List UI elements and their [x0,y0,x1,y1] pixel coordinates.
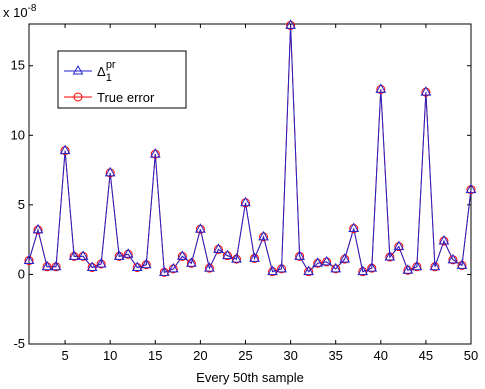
delta-point [104,166,116,177]
delta-point [312,257,324,267]
series-markers [23,19,477,277]
y-tick-label: 10 [11,127,25,142]
legend-box [57,50,187,109]
delta-point [429,260,441,271]
delta-point [222,249,233,260]
delta-point [149,148,161,158]
delta-point [231,253,242,263]
delta-point [384,251,396,261]
delta-point [41,260,53,271]
delta-point [285,19,296,29]
delta-point [23,254,35,265]
delta-point [140,258,152,269]
delta-point [113,250,125,260]
delta-point [131,261,143,271]
series-lines [28,25,472,274]
delta-point [339,253,351,263]
delta-point [213,243,224,253]
x-tick-label: 40 [374,348,388,363]
y-multiplier: x 10-8 [3,3,37,20]
delta-point [303,265,314,276]
x-tick-label: 5 [61,348,68,363]
delta-point [86,261,98,271]
x-tick-label: 15 [148,348,162,363]
delta-point [267,265,278,276]
delta-point [32,223,44,234]
y-tick-label: 5 [18,197,25,212]
delta-point [59,144,71,155]
x-tick-label: 30 [283,348,297,363]
legend-marker-circle [73,92,83,102]
x-tick-label: 25 [238,348,252,363]
legend-label-delta: Δ1pr [97,59,116,84]
delta-point [276,262,287,273]
y-tick-label: -5 [13,336,25,351]
delta-point [375,83,387,93]
delta-point [393,240,405,251]
delta-series-line [28,25,472,274]
delta-point [411,260,423,271]
y-tick-label: 0 [18,266,25,281]
delta-point [158,266,170,276]
x-tick-label: 50 [464,348,478,363]
delta-point [438,235,450,245]
legend-marker-triangle [72,64,84,75]
delta-point [50,260,62,271]
x-tick-label: 20 [193,348,207,363]
delta-point [366,262,378,272]
delta-point [357,265,369,276]
delta-point [204,262,215,272]
delta-point [240,196,251,207]
delta-point [402,264,414,274]
delta-point [456,259,468,269]
x-tick-label: 35 [328,348,342,363]
delta-point [465,183,477,194]
delta-point [321,255,333,266]
delta-point [77,250,89,260]
legend-label-true-error: True error [97,90,155,105]
delta-point [258,230,269,241]
delta-point [348,222,360,233]
delta-point [420,86,432,96]
legend: Δ1pr True error [57,50,187,109]
delta-point [176,250,188,260]
delta-point [186,257,197,267]
delta-point [68,250,80,260]
x-tick-label: 45 [419,348,433,363]
delta-point [330,262,342,273]
delta-point [122,248,134,258]
delta-point [249,252,260,262]
delta-point [167,262,179,273]
x-axis-label: Every 50th sample [196,370,304,385]
delta-point [294,250,305,260]
x-tick-label: 10 [103,348,117,363]
y-tick-label: 15 [11,58,25,73]
delta-point [447,253,459,264]
delta-point [95,257,107,268]
delta-point [195,223,206,233]
